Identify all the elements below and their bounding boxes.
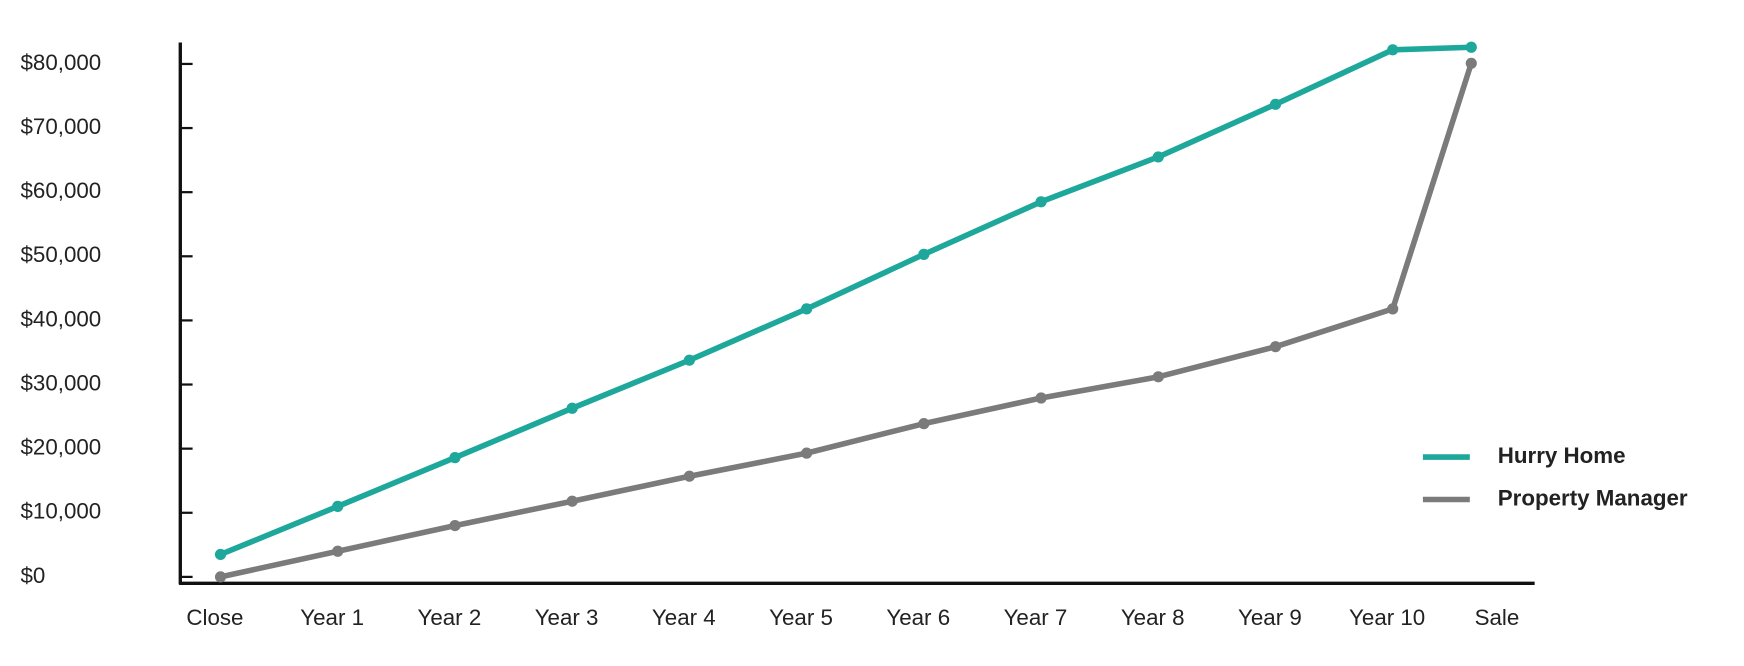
x-tick-label: Year 4 — [652, 605, 716, 630]
data-point — [1465, 57, 1477, 69]
data-point — [1269, 98, 1282, 110]
x-tick-label: Year 9 — [1238, 605, 1302, 630]
y-tick-label: $40,000 — [21, 306, 102, 331]
data-point — [801, 303, 813, 315]
y-tick-label: $80,000 — [21, 50, 102, 75]
data-point — [683, 354, 695, 366]
series-line — [219, 44, 1472, 558]
data-point — [683, 470, 695, 482]
legend-label: Property Manager — [1498, 485, 1688, 510]
data-point — [1152, 151, 1164, 163]
data-point — [449, 520, 461, 532]
y-tick-label: $20,000 — [21, 435, 102, 460]
x-tick-label: Year 10 — [1349, 605, 1425, 630]
y-tick-label: $0 — [21, 563, 46, 588]
x-tick-label: Close — [186, 605, 243, 630]
x-tick-label: Year 1 — [300, 605, 364, 630]
data-point — [1035, 196, 1047, 208]
data-point — [214, 571, 227, 583]
x-tick-label: Year 2 — [418, 605, 482, 630]
y-tick-label: $50,000 — [21, 242, 102, 267]
data-point — [449, 452, 461, 464]
data-point — [1035, 392, 1047, 404]
data-point — [1152, 371, 1164, 383]
y-tick-label: $30,000 — [21, 370, 102, 395]
x-tick-label: Year 8 — [1121, 605, 1185, 630]
data-point — [801, 447, 813, 459]
data-point — [332, 500, 344, 512]
series-line — [219, 62, 1474, 580]
y-tick-label: $60,000 — [21, 178, 102, 203]
x-tick-label: Year 5 — [769, 605, 833, 630]
data-point — [1465, 41, 1477, 53]
x-tick-label: Sale — [1475, 605, 1520, 630]
data-point — [918, 248, 930, 260]
y-tick-label: $10,000 — [21, 499, 102, 524]
x-tick-label: Year 6 — [886, 605, 950, 630]
data-point — [332, 545, 344, 557]
data-point — [566, 402, 578, 414]
y-tick-label: $70,000 — [21, 114, 102, 139]
data-point — [918, 418, 930, 430]
x-tick-label: Year 7 — [1004, 605, 1068, 630]
data-point — [1269, 341, 1282, 353]
data-point — [566, 495, 578, 507]
x-tick-label: Year 3 — [535, 605, 599, 630]
data-point — [1387, 303, 1399, 315]
legend-label: Hurry Home — [1498, 443, 1626, 468]
data-point — [214, 548, 227, 561]
data-point — [1387, 44, 1399, 56]
